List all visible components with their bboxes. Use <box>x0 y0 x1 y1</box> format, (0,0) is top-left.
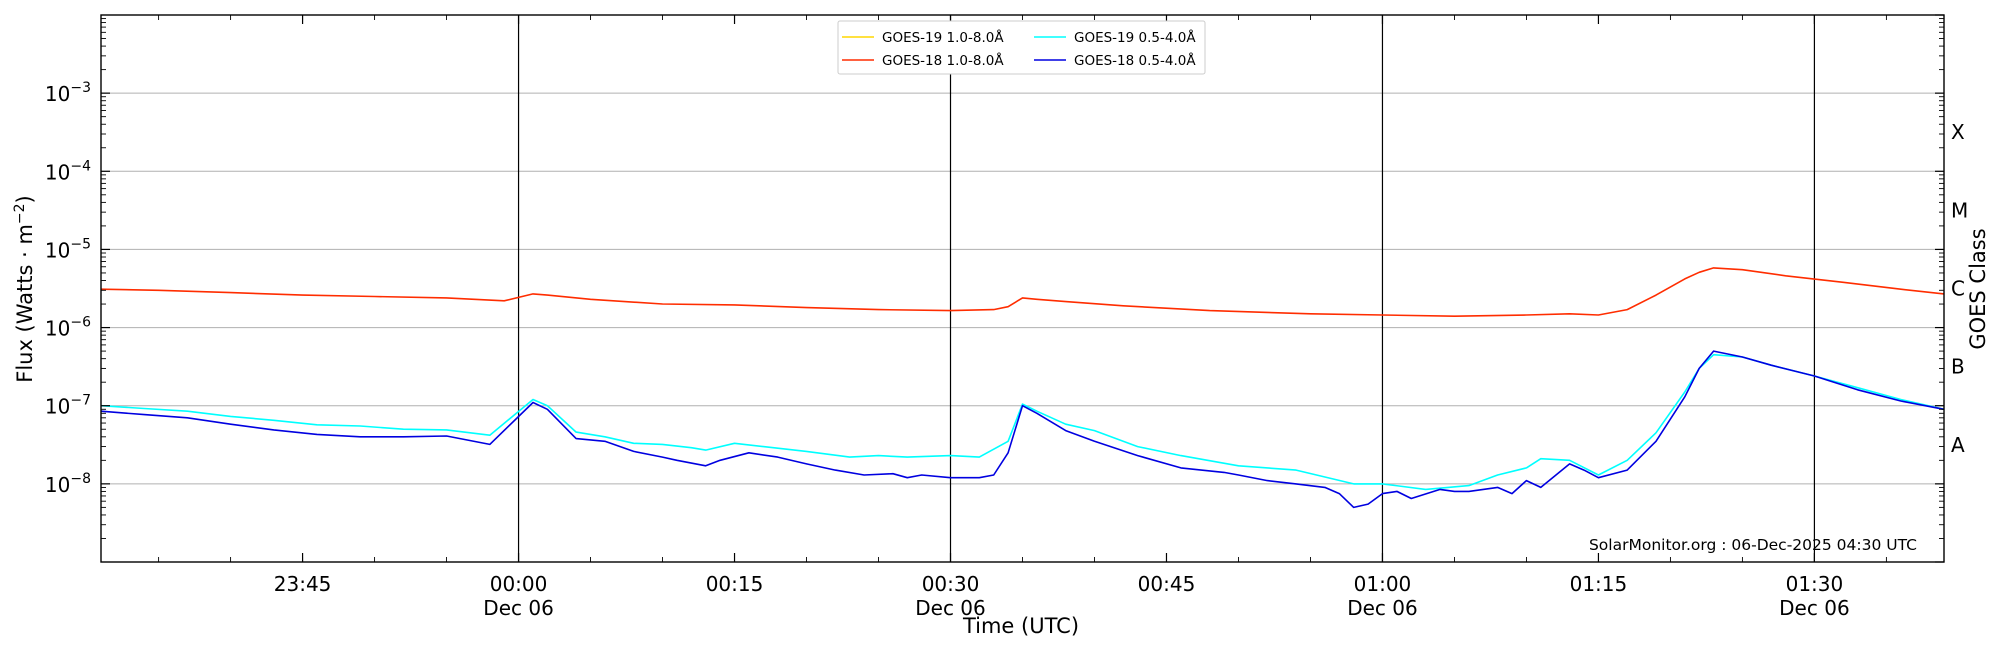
y-tick-label: 10−5 <box>45 236 91 262</box>
y-axis-ticks: 10−8 10−7 10−6 10−5 10−4 10−3 <box>45 14 1944 563</box>
x-tick-date-label: Dec 06 <box>915 596 986 620</box>
legend-label-goes18-long: GOES-18 1.0-8.0Å <box>882 52 1004 69</box>
goes-class-label: X <box>1951 120 1965 144</box>
day-boundary-lines <box>517 15 1816 562</box>
series-line-2 <box>100 267 1945 317</box>
legend-label-goes19-long: GOES-19 1.0-8.0Å <box>882 29 1004 46</box>
x-tick-date-label: Dec 06 <box>1779 596 1850 620</box>
y-tick-label: 10−8 <box>45 471 91 497</box>
goes-class-label: M <box>1951 198 1968 222</box>
goes-class-labels: A B C M X <box>1951 120 1968 457</box>
y-tick-label: 10−4 <box>45 158 91 184</box>
goes-class-label: A <box>1951 433 1965 457</box>
series-line-1 <box>100 353 1945 491</box>
y-tick-label: 10−6 <box>45 315 91 341</box>
x-tick-label: 23:45 <box>274 572 332 596</box>
y-axis-title-main: Flux (Watts · m <box>13 224 37 383</box>
y-axis-title-exponent: −2 <box>12 203 28 224</box>
x-tick-label: 00:45 <box>1138 572 1196 596</box>
x-tick-label: 00:00 <box>490 572 548 596</box>
legend-label-goes19-short: GOES-19 0.5-4.0Å <box>1074 29 1196 46</box>
legend-label-goes18-short: GOES-18 0.5-4.0Å <box>1074 52 1196 69</box>
legend: GOES-19 1.0-8.0Å GOES-18 1.0-8.0Å GOES-1… <box>837 20 1206 75</box>
goes-class-label: B <box>1951 355 1965 379</box>
y-axis-title: Flux (Watts · m−2) <box>12 195 37 383</box>
series-line-3 <box>100 350 1945 509</box>
series-lines <box>100 267 1945 509</box>
x-tick-label: 00:15 <box>706 572 764 596</box>
y2-axis-title: GOES Class <box>1966 228 1990 349</box>
goes-class-label: C <box>1951 277 1965 301</box>
x-tick-date-label: Dec 06 <box>483 596 554 620</box>
credit-text: SolarMonitor.org : 06-Dec-2025 04:30 UTC <box>1589 536 1917 554</box>
y-axis-title-close: ) <box>13 195 37 203</box>
x-tick-label: 00:30 <box>922 572 980 596</box>
y-tick-label: 10−7 <box>45 393 91 419</box>
x-axis-title: Time (UTC) <box>962 614 1079 638</box>
x-tick-label: 01:15 <box>1570 572 1628 596</box>
legend-box <box>837 20 1206 75</box>
x-tick-label: 01:30 <box>1786 572 1844 596</box>
x-tick-date-label: Dec 06 <box>1347 596 1418 620</box>
x-tick-label: 01:00 <box>1354 572 1412 596</box>
y-tick-label: 10−3 <box>45 80 91 106</box>
